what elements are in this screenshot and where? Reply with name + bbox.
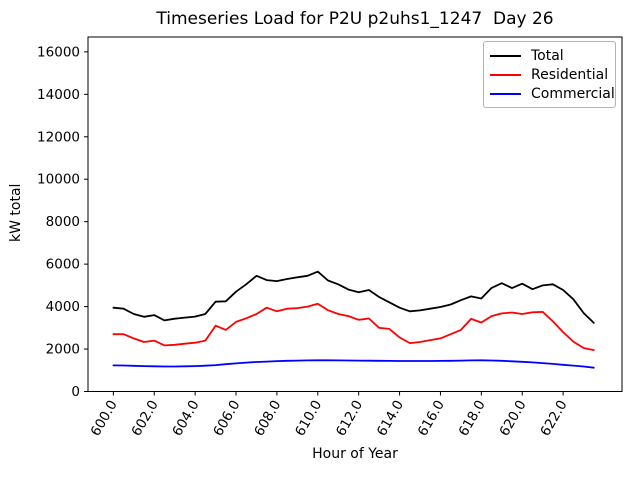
y-tick-label: 10000 [37,172,80,188]
commercial-line [112,359,595,369]
y-tick-label: 6000 [46,257,80,273]
y-tick-label: 14000 [37,87,80,103]
x-tick-label: 612.0 [333,398,366,439]
total-line-swatch [490,54,521,57]
x-tick-label: 608.0 [251,398,284,439]
legend-item-residential: Residential [490,65,609,84]
residential-line-swatch [490,73,521,76]
y-tick-label: 0 [71,384,80,400]
plot-frame [87,36,623,392]
commercial-line-swatch [490,92,521,95]
x-tick-label: 622.0 [537,398,570,439]
x-tick-label: 606.0 [210,398,243,439]
legend: Total Residential Commercial [483,41,616,108]
x-axis-label: Hour of Year [312,446,398,462]
x-tick-label: 614.0 [374,398,407,439]
x-tick-label: 618.0 [456,398,489,439]
x-tick-label: 616.0 [415,398,448,439]
total-line [112,270,595,324]
y-tick-label: 4000 [46,299,80,315]
legend-label-residential: Residential [531,66,609,83]
x-tick-label: 600.0 [88,398,121,439]
x-tick-label: 610.0 [292,398,325,439]
residential-line [112,302,595,352]
legend-label-commercial: Commercial [531,85,615,102]
x-tick-label: 602.0 [129,398,162,439]
legend-item-total: Total [490,46,609,65]
y-axis-label: kW total [8,183,24,242]
y-tick-label: 8000 [46,214,80,230]
y-tick-label: 2000 [46,342,80,358]
x-tick-label: 620.0 [497,398,530,439]
legend-item-commercial: Commercial [490,84,615,103]
chart-title: Timeseries Load for P2U p2uhs1_1247 Day … [156,9,554,29]
legend-label-total: Total [531,47,564,64]
y-tick-label: 12000 [37,129,80,145]
x-tick-label: 604.0 [169,398,202,439]
y-tick-label: 16000 [37,44,80,60]
